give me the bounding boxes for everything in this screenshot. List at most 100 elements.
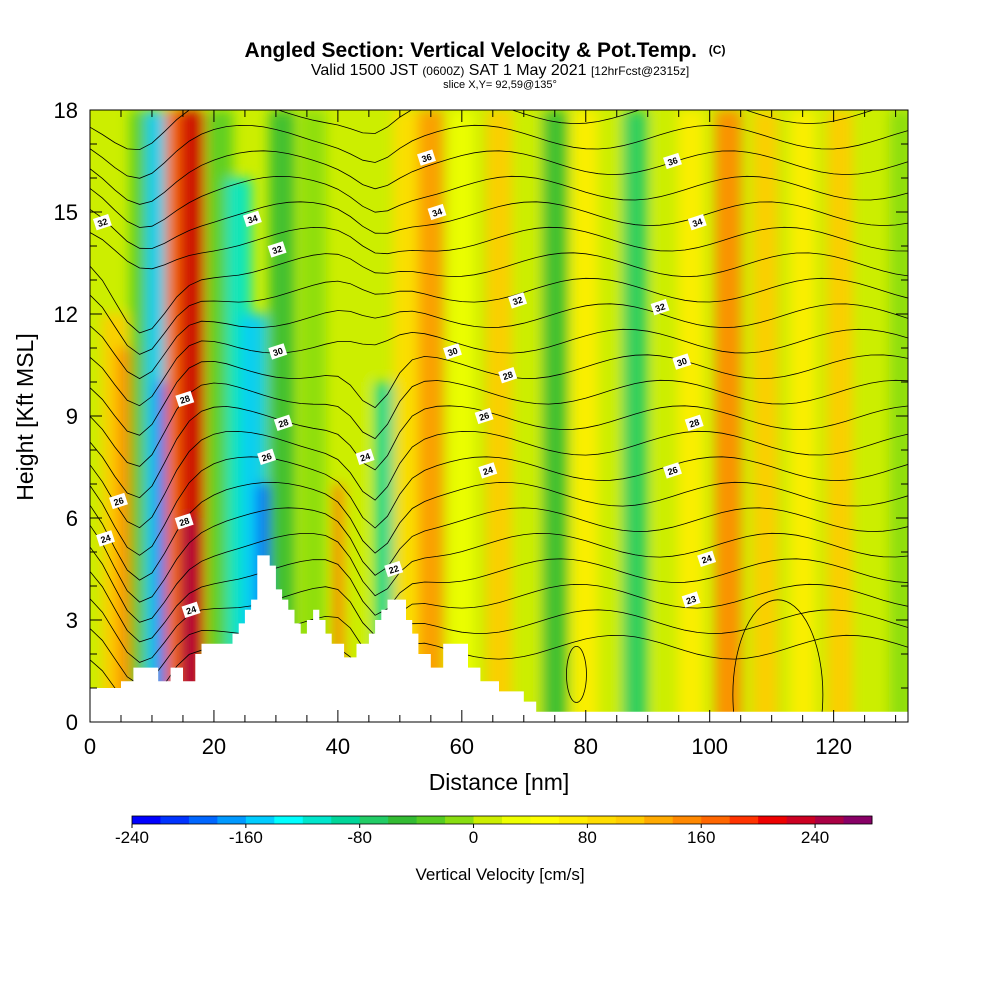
colorbar-swatch	[388, 816, 418, 824]
x-axis-label: Distance [nm]	[429, 769, 570, 795]
contour-label-bg	[681, 591, 701, 608]
contour-label: 30	[443, 343, 462, 360]
velocity-band	[417, 110, 444, 722]
contour-label: 32	[92, 214, 112, 231]
contour-label-bg	[384, 560, 404, 578]
contour-label-text: 24	[99, 533, 112, 546]
theta-contour	[90, 532, 908, 623]
contour-label-bg	[174, 513, 194, 530]
contour-label: 26	[109, 492, 128, 510]
contour-label: 36	[663, 152, 682, 170]
contour-label: 30	[268, 343, 288, 360]
x-tick-label: 20	[202, 734, 226, 759]
contour-label-bg	[443, 343, 462, 360]
chart-title-unit: (C)	[709, 43, 726, 57]
chart-title: Angled Section: Vertical Velocity & Pot.…	[245, 39, 726, 62]
contour-label-bg	[697, 550, 717, 567]
theta-contour	[90, 277, 908, 355]
theta-contour	[90, 558, 908, 643]
colorbar-swatch	[615, 816, 645, 824]
x-tick-label: 60	[450, 734, 474, 759]
contour-label: 26	[257, 448, 277, 465]
velocity-band	[826, 110, 853, 722]
velocity-band	[622, 110, 649, 722]
contour-label-text: 34	[246, 213, 259, 226]
contour-label: 28	[174, 513, 194, 530]
contour-label: 24	[181, 601, 201, 618]
chart-subtitle-slice: slice X,Y= 92,59@135°	[443, 79, 557, 91]
colorbar-swatch	[558, 816, 588, 824]
theta-contour	[90, 507, 908, 603]
contour-label-text: 32	[96, 216, 109, 229]
contour-label-bg	[687, 214, 707, 231]
y-tick-label: 6	[66, 506, 78, 531]
theta-contour	[90, 456, 908, 556]
y-axis-label: Height [Kft MSL]	[12, 333, 38, 500]
contour-label-bg	[267, 241, 287, 258]
contour-label: 24	[355, 448, 375, 465]
contour-label-text: 24	[185, 604, 198, 617]
contour-label-bg	[427, 203, 447, 221]
theta-contour	[90, 481, 908, 581]
colorbar-tick-label: -240	[115, 828, 149, 847]
velocity-band	[715, 110, 742, 722]
theta-contour	[90, 201, 908, 249]
velocity-band	[888, 110, 908, 722]
y-tick-label: 18	[54, 98, 78, 123]
contour-label: 34	[687, 214, 707, 231]
colorbar-swatch	[672, 816, 702, 824]
contour-label-text: 32	[654, 301, 667, 314]
contour-label-bg	[92, 214, 112, 231]
colorbar-swatch	[331, 816, 361, 824]
y-tick-label: 15	[54, 200, 78, 225]
contour-label-bg	[181, 601, 201, 618]
velocity-band	[864, 110, 891, 722]
y-tick-label: 0	[66, 710, 78, 735]
contour-labels: 32 24 26 28 28 24 34 32 30 28 26 24 22 36 34 30 26 24 28 32…	[92, 149, 717, 618]
potential-temperature-contours	[90, 110, 908, 722]
contour-label: 28	[498, 367, 518, 384]
theta-contour	[90, 405, 908, 499]
chart-subtitle: Valid 1500 JST (0600Z) SAT 1 May 2021 [1…	[311, 62, 689, 79]
contour-label-text: 28	[179, 393, 192, 406]
contour-label: 24	[478, 462, 498, 479]
colorbar-swatch	[302, 816, 332, 824]
colorbar-tick-label: 80	[578, 828, 597, 847]
contour-label: 26	[474, 407, 494, 425]
contour-label: 28	[175, 390, 195, 408]
colorbar-swatch	[843, 816, 873, 824]
contour-label: 32	[267, 241, 287, 258]
contour-label-bg	[268, 343, 288, 360]
colorbar-label: Vertical Velocity [cm/s]	[415, 865, 584, 884]
colorbar-swatch	[502, 816, 531, 824]
velocity-band	[448, 110, 475, 722]
x-axis: 0 20 40 60 80 100 120	[84, 110, 897, 759]
velocity-band	[789, 110, 816, 722]
contour-label: 34	[427, 203, 447, 221]
contour-label: 32	[650, 299, 670, 316]
contour-label-bg	[663, 152, 682, 170]
colorbar-swatch	[132, 816, 161, 824]
velocity-band	[752, 110, 779, 722]
colorbar-swatch	[530, 816, 560, 824]
theta-contour	[90, 303, 908, 380]
colorbar-tick-label: 160	[687, 828, 715, 847]
contour-label-text: 28	[277, 417, 290, 430]
velocity-band	[597, 110, 624, 722]
colorbar-swatch	[445, 816, 475, 824]
colorbar-swatch	[160, 816, 190, 824]
contour-label-bg	[650, 299, 670, 316]
contour-label-text: 26	[112, 495, 125, 508]
contour-label-text: 34	[691, 216, 704, 229]
contour-label-text: 28	[688, 417, 701, 430]
velocity-band	[180, 518, 195, 722]
theta-contour	[90, 150, 908, 205]
contour-label-text: 36	[420, 152, 433, 165]
contour-label-text: 28	[502, 369, 515, 382]
contour-label-text: 30	[676, 356, 689, 369]
contour-label-bg	[175, 390, 195, 408]
contour-label-bg	[498, 367, 518, 384]
contour-label-text: 30	[446, 346, 459, 359]
colorbar: -240 -160 -80 0 80 160 240	[115, 815, 873, 847]
velocity-band	[653, 110, 680, 722]
